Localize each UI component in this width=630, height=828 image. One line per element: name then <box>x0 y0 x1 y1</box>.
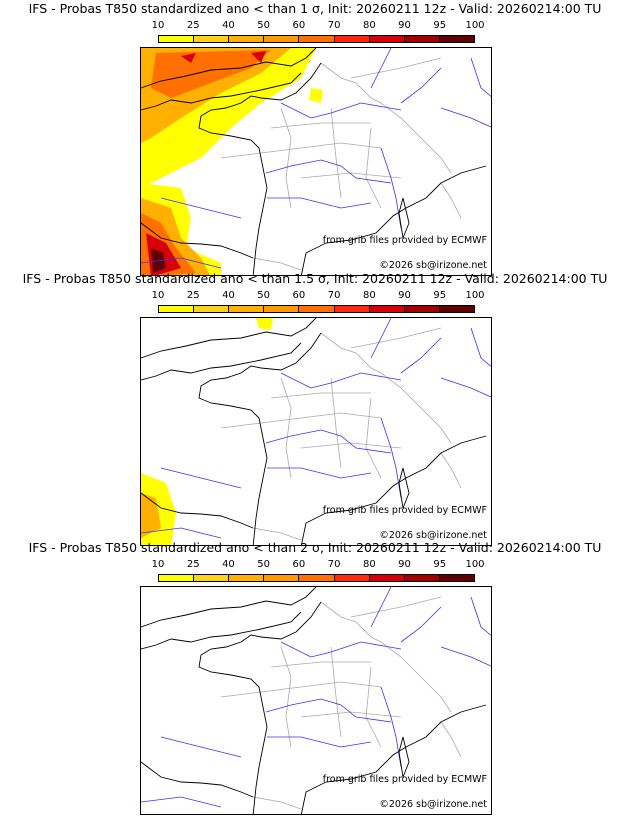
map-panel: from grib files provided by ECMWF ©2026 s… <box>140 47 492 276</box>
source-credit: from grib files provided by ECMWF <box>322 235 487 246</box>
colorbar-segment <box>229 306 265 312</box>
admin-borders <box>220 596 462 810</box>
panel-title: IFS - Probas T850 standardized ano < tha… <box>28 540 602 555</box>
colorbar-tick-label: 100 <box>465 290 485 301</box>
colorbar-segment <box>159 575 195 581</box>
colorbar-tick-label: 95 <box>433 559 447 570</box>
colorbar-tick-label: 90 <box>398 290 411 301</box>
colorbar-segment <box>334 36 370 42</box>
colorbar-segment <box>334 306 370 312</box>
colorbar-segment <box>369 575 405 581</box>
colorbar-tick-label: 10 <box>151 290 165 301</box>
colorbar-segment <box>404 575 440 581</box>
colorbar-tick-label: 100 <box>465 20 485 31</box>
colorbar-segment <box>264 36 300 42</box>
colorbar-tick-label: 100 <box>465 559 485 570</box>
rivers <box>141 48 491 269</box>
map-panel: from grib files provided by ECMWF ©2026 s… <box>140 586 492 815</box>
colorbar-tick-label: 50 <box>257 559 271 570</box>
colorbar-segment <box>404 306 440 312</box>
colorbar-segment <box>299 36 335 42</box>
colorbar-labels: 10 25 40 50 60 70 80 90 95 100 <box>150 20 490 32</box>
colorbar-tick-label: 95 <box>433 290 447 301</box>
colorbar-tick-label: 10 <box>151 559 165 570</box>
colorbar-tick-label: 80 <box>362 559 376 570</box>
colorbar-segment <box>439 36 474 42</box>
colorbar-segment <box>334 575 370 581</box>
colorbar-segment <box>194 306 230 312</box>
colorbar-tick-label: 70 <box>327 290 341 301</box>
colorbar-tick-label: 90 <box>398 559 411 570</box>
colorbar-segment <box>264 306 300 312</box>
colorbar <box>158 305 475 313</box>
colorbar-segment <box>439 306 474 312</box>
colorbar-tick-label: 95 <box>433 20 447 31</box>
admin-borders <box>220 327 462 541</box>
colorbar-tick-label: 50 <box>257 20 271 31</box>
colorbar-labels: 10 25 40 50 60 70 80 90 95 100 <box>150 290 490 302</box>
colorbar-tick-label: 10 <box>151 20 165 31</box>
rivers <box>141 318 491 539</box>
source-credit: from grib files provided by ECMWF <box>322 505 487 516</box>
colorbar-tick-label: 40 <box>222 559 235 570</box>
coastline <box>141 587 487 814</box>
colorbar-segment <box>404 36 440 42</box>
colorbar-segment <box>369 306 405 312</box>
colorbar-segment <box>159 36 195 42</box>
map-panel: from grib files provided by ECMWF ©2026 s… <box>140 317 492 546</box>
colorbar-segment <box>194 36 230 42</box>
panel-title: IFS - Probas T850 standardized ano < tha… <box>28 1 602 16</box>
colorbar-tick-label: 90 <box>398 20 411 31</box>
colorbar-tick-label: 25 <box>186 20 200 31</box>
colorbar-segment <box>369 36 405 42</box>
colorbar-tick-label: 40 <box>222 290 235 301</box>
copyright-credit: ©2026 sb@irizone.net <box>379 260 487 271</box>
colorbar-segment <box>264 575 300 581</box>
colorbar-tick-label: 50 <box>257 290 271 301</box>
probability-area <box>141 318 273 545</box>
colorbar <box>158 35 475 43</box>
colorbar-segment <box>194 575 230 581</box>
admin-borders <box>220 57 462 271</box>
colorbar-tick-label: 25 <box>186 559 200 570</box>
probability-area <box>141 48 291 275</box>
colorbar-segment <box>229 575 265 581</box>
colorbar <box>158 574 475 582</box>
source-credit: from grib files provided by ECMWF <box>322 774 487 785</box>
colorbar-tick-label: 80 <box>362 290 376 301</box>
rivers <box>141 587 491 808</box>
colorbar-labels: 10 25 40 50 60 70 80 90 95 100 <box>150 559 490 571</box>
colorbar-tick-label: 70 <box>327 20 341 31</box>
coastline <box>141 318 487 545</box>
colorbar-tick-label: 40 <box>222 20 235 31</box>
colorbar-segment <box>299 575 335 581</box>
panel-title: IFS - Probas T850 standardized ano < tha… <box>22 271 608 286</box>
colorbar-tick-label: 25 <box>186 290 200 301</box>
colorbar-tick-label: 60 <box>292 20 306 31</box>
colorbar-segment <box>229 36 265 42</box>
colorbar-tick-label: 60 <box>292 559 306 570</box>
colorbar-tick-label: 60 <box>292 290 306 301</box>
coastline <box>141 48 487 275</box>
colorbar-tick-label: 70 <box>327 559 341 570</box>
colorbar-tick-label: 80 <box>362 20 376 31</box>
copyright-credit: ©2026 sb@irizone.net <box>379 799 487 810</box>
copyright-credit: ©2026 sb@irizone.net <box>379 530 487 541</box>
colorbar-segment <box>439 575 474 581</box>
colorbar-segment <box>299 306 335 312</box>
colorbar-segment <box>159 306 195 312</box>
